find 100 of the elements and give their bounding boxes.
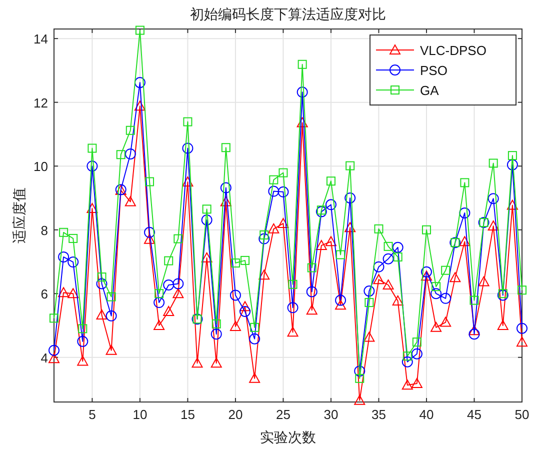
point [373, 261, 384, 272]
point [269, 175, 278, 184]
point [212, 319, 221, 328]
point [249, 333, 260, 344]
point [298, 60, 307, 69]
point [516, 336, 528, 347]
point [268, 223, 280, 234]
point [441, 266, 450, 275]
point [220, 182, 232, 194]
point [86, 160, 98, 172]
y-tick-label: 4 [40, 350, 48, 366]
point [220, 196, 232, 206]
point [497, 320, 508, 330]
point [258, 270, 270, 280]
y-tick-label: 6 [40, 286, 48, 302]
point [134, 100, 146, 111]
point [432, 282, 441, 292]
point [144, 226, 156, 238]
point [106, 292, 116, 302]
point [335, 300, 346, 310]
point [68, 234, 78, 243]
point [296, 86, 308, 98]
point [460, 178, 470, 188]
point [192, 358, 203, 368]
point [506, 200, 518, 210]
legend-label: VLC-DPSO [420, 43, 486, 58]
point [325, 199, 336, 210]
x-axis-title: 实验次数 [260, 430, 316, 446]
point [516, 322, 528, 334]
x-tick-label: 40 [419, 407, 434, 422]
point [402, 380, 413, 390]
x-tick-label: 20 [228, 407, 243, 422]
point [316, 206, 327, 218]
point [134, 77, 146, 88]
point [288, 280, 298, 289]
point [97, 272, 106, 282]
point [412, 338, 422, 347]
point [258, 233, 270, 244]
point [164, 256, 174, 266]
point [240, 256, 250, 265]
point [346, 161, 355, 170]
point [459, 207, 470, 218]
point [364, 286, 375, 297]
point [278, 168, 288, 178]
x-tick-label: 15 [180, 407, 195, 422]
x-tick-label: 10 [132, 407, 148, 422]
point [335, 294, 346, 306]
point [48, 353, 60, 364]
y-tick-label: 8 [40, 222, 48, 238]
point [50, 314, 58, 323]
point [278, 186, 289, 198]
point [86, 202, 98, 213]
point [230, 258, 240, 268]
point [48, 344, 60, 356]
point [172, 288, 184, 298]
point [307, 263, 316, 272]
point [96, 278, 108, 290]
point [250, 322, 260, 332]
point [430, 288, 442, 300]
point [154, 320, 165, 330]
point [488, 193, 499, 204]
point [498, 289, 508, 298]
point [316, 206, 326, 215]
point [440, 292, 452, 304]
point [260, 230, 269, 240]
point [210, 328, 222, 340]
y-tick-label: 12 [34, 95, 48, 110]
point [68, 288, 79, 298]
point [145, 177, 154, 186]
point [287, 326, 298, 337]
point [58, 287, 70, 298]
point [316, 240, 327, 250]
point [344, 222, 356, 232]
point [459, 236, 470, 246]
point [106, 344, 117, 355]
point [306, 304, 318, 315]
x-tick-label: 30 [324, 407, 338, 422]
point [354, 366, 366, 377]
legend-label: GA [420, 83, 440, 98]
point [326, 176, 336, 186]
x-tick-label: 25 [276, 407, 290, 422]
point [287, 302, 298, 314]
point [249, 372, 260, 383]
point [144, 234, 156, 244]
point [382, 280, 394, 290]
point [450, 272, 461, 282]
x-tick-label: 5 [88, 407, 96, 422]
x-tick-label: 45 [467, 407, 482, 422]
point [374, 224, 384, 234]
point [422, 225, 431, 234]
point [506, 159, 518, 170]
y-tick-label: 10 [34, 159, 48, 174]
point [58, 251, 70, 262]
point [336, 250, 346, 260]
point [488, 158, 498, 168]
point [373, 274, 384, 284]
point [174, 234, 183, 244]
chart-title: 初始编码长度下算法适应度对比 [190, 7, 386, 23]
point [154, 289, 164, 298]
point [268, 186, 280, 197]
